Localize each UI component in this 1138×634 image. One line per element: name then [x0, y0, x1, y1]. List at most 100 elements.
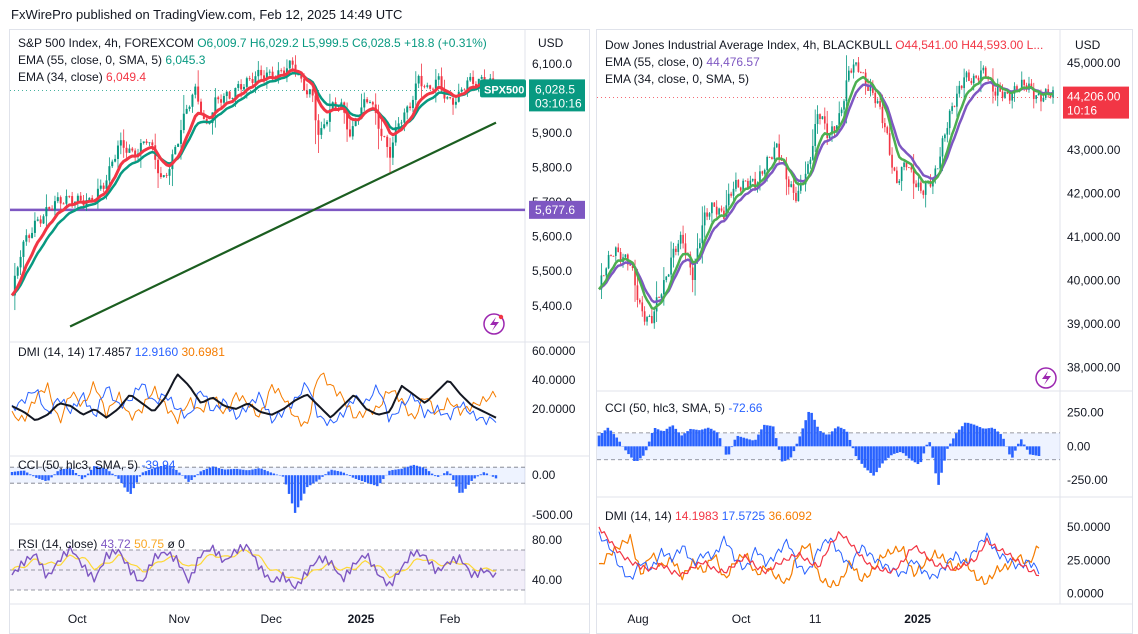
dow-candle	[667, 274, 670, 277]
dow-ema55-label[interactable]: EMA (55, close, 0)	[605, 55, 704, 69]
spx-candle	[88, 197, 91, 201]
dow-time-label: Aug	[627, 612, 648, 626]
spx-candle	[185, 108, 188, 114]
dow-dmi-tick: 25.0000	[1067, 553, 1111, 567]
spx-rsi-extra2: 0	[178, 537, 185, 551]
dow-candle	[634, 268, 636, 286]
dow-dmi-title[interactable]: DMI (14, 14)	[605, 509, 672, 523]
dow-candle	[845, 80, 848, 102]
dow-low: L...	[1026, 38, 1044, 52]
spx-candle	[346, 112, 349, 130]
dow-candle	[843, 101, 845, 110]
spx-candle	[165, 175, 168, 176]
spx-currency[interactable]: USD	[538, 36, 564, 50]
dow-candle	[900, 166, 903, 182]
spx-time-label: Dec	[261, 612, 282, 626]
dow-candle	[939, 156, 941, 169]
spx-rsi-ma-line	[11, 549, 497, 581]
dow-candle	[1011, 93, 1014, 101]
dow-price-tick: 40,000.00	[1067, 274, 1121, 288]
spx-candle	[31, 232, 34, 238]
dow-candle	[703, 212, 706, 226]
spx-candle	[397, 123, 400, 128]
dow-price-tick: 42,000.00	[1067, 187, 1121, 201]
dow-candle	[807, 164, 809, 174]
spx-candle	[157, 159, 160, 174]
dow-dmi-tick: 0.0000	[1067, 586, 1104, 600]
spx-rsi-title[interactable]: RSI (14, close)	[18, 537, 98, 551]
spx-level-tag	[529, 200, 585, 219]
dow-candle	[936, 168, 939, 170]
spx-candle	[363, 99, 366, 108]
spx-candle	[56, 197, 59, 202]
spx-candle	[263, 75, 266, 79]
dow-candle	[893, 167, 896, 171]
spx-candle	[440, 76, 443, 91]
dow-cci-title[interactable]: CCI (50, hlc3, SMA, 5)	[605, 401, 726, 415]
spx-candle	[466, 80, 469, 90]
spx-candle	[96, 188, 99, 200]
dow-candle	[951, 106, 953, 111]
spx-candle	[179, 130, 182, 144]
spx-dmi-title[interactable]: DMI (14, 14)	[18, 345, 85, 359]
spx-candle	[354, 121, 357, 127]
dow-candle	[867, 85, 869, 91]
dow-candle	[682, 234, 684, 244]
dow-candle	[638, 299, 641, 303]
dow-candle	[826, 123, 829, 138]
dow-candle	[948, 110, 951, 129]
dow-candle	[612, 255, 615, 257]
dow-candle	[655, 297, 658, 312]
spx-candle	[383, 136, 386, 137]
spx-ema34-label[interactable]: EMA (34, close)	[18, 70, 103, 84]
spx-rsi-tick: 40.00	[532, 573, 562, 587]
spx-title[interactable]: S&P 500 Index, 4h, FOREXCOM	[18, 36, 194, 50]
spx-candle	[116, 145, 119, 159]
dow-candle	[691, 267, 694, 281]
spx-candle	[200, 101, 203, 115]
dow-candle	[651, 316, 653, 324]
dow-candle	[749, 180, 752, 188]
dow-candle	[694, 261, 696, 281]
spx-price-tick: 5,400.0	[532, 299, 572, 313]
dow-currency[interactable]: USD	[1075, 38, 1101, 52]
spx-cci-tick: -500.00	[532, 508, 573, 522]
spx-candle	[159, 173, 162, 178]
spx-candle	[268, 71, 271, 73]
spx-candle	[248, 78, 251, 80]
spx-candle	[477, 78, 480, 87]
dow-candle	[1040, 93, 1042, 102]
dow-candle	[670, 257, 672, 275]
spx-candle	[19, 256, 22, 268]
spx-candle	[400, 122, 403, 124]
spx-panel: 6,100.06,000.05,900.05,800.05,700.05,600…	[9, 29, 590, 634]
spx-candle	[300, 74, 303, 79]
spx-candle	[288, 60, 291, 69]
dow-candle	[908, 167, 910, 169]
dow-chart-svg: 45,000.0044,000.0043,000.0042,000.0041,0…	[597, 30, 1132, 626]
dow-candle	[675, 248, 677, 252]
dow-ema34-label[interactable]: EMA (34, close, 0, SMA, 5)	[605, 72, 750, 86]
dow-candle	[956, 93, 958, 107]
dow-candle	[840, 109, 843, 114]
spx-cci-title[interactable]: CCI (50, hlc3, SMA, 5)	[18, 458, 139, 472]
dow-candle	[773, 147, 776, 160]
spx-ema55-label[interactable]: EMA (55, close, 0, SMA, 5)	[18, 53, 163, 67]
spx-candle	[297, 74, 300, 76]
spx-candle	[51, 208, 54, 210]
dow-candle	[920, 182, 922, 191]
dow-candle	[684, 243, 687, 254]
spx-dmi-plus: 12.9160	[134, 345, 179, 359]
dow-candle	[737, 179, 740, 188]
tv-lightning-icon	[483, 313, 505, 335]
dow-title[interactable]: Dow Jones Industrial Average Index, 4h, …	[605, 38, 892, 52]
dow-ema55-line	[598, 80, 1054, 304]
spx-candle	[454, 101, 457, 105]
spx-candle	[348, 129, 351, 137]
spx-candle	[25, 235, 28, 242]
dow-candle	[903, 162, 905, 167]
dow-candle	[891, 154, 893, 168]
spx-candle	[240, 84, 243, 90]
dow-candle	[739, 187, 742, 191]
spx-candle	[446, 97, 449, 99]
